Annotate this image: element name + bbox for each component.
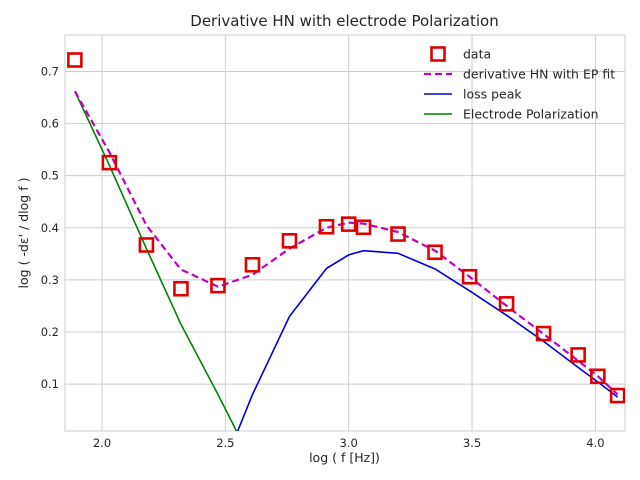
electrode-polarization-line xyxy=(74,90,238,431)
tick-labels: 2.0 2.5 3.0 3.5 4.0 0.1 0.2 0.3 0.4 0.5 0.6 0.7 xyxy=(41,64,605,450)
y-tick-label: 0.4 xyxy=(41,221,59,235)
chart-title: Derivative HN with electrode Polarizatio… xyxy=(190,12,498,30)
loss-peak-line xyxy=(236,249,619,431)
derivative-hn-with-ep-fit-line xyxy=(73,90,619,396)
data-point xyxy=(67,52,83,68)
data-point xyxy=(609,387,625,404)
data-point xyxy=(355,219,372,236)
data-point xyxy=(318,218,335,235)
y-axis-label: log ( -dε' / dlog f ) xyxy=(16,178,31,289)
y-tick-label: 0.5 xyxy=(41,169,59,183)
legend-label-data: data xyxy=(463,47,491,62)
legend-label-loss-peak: loss peak xyxy=(463,87,522,102)
legend: data derivative HN with EP fit loss peak El… xyxy=(424,46,615,122)
y-tick-label: 0.7 xyxy=(41,64,59,78)
x-tick-label: 3.5 xyxy=(463,436,481,450)
data-point xyxy=(210,277,226,294)
series-group xyxy=(67,52,625,431)
data-point xyxy=(244,256,261,273)
x-tick-label: 2.5 xyxy=(216,436,234,450)
y-tick-label: 0.3 xyxy=(41,273,59,287)
y-tick-label: 0.6 xyxy=(41,117,59,131)
data-point xyxy=(498,296,515,312)
data-point xyxy=(535,325,552,342)
x-tick-label: 3.0 xyxy=(340,436,358,450)
legend-label-derivative-hn-with-ep-fit: derivative HN with EP fit xyxy=(463,67,615,82)
data-point xyxy=(340,216,357,232)
legend-marker-data xyxy=(430,46,446,62)
data-point xyxy=(101,154,118,171)
grid xyxy=(65,35,625,431)
data-point xyxy=(390,226,406,242)
data-point xyxy=(138,237,155,253)
y-tick-label: 0.1 xyxy=(41,377,59,391)
x-tick-label: 2.0 xyxy=(93,436,111,450)
data-point xyxy=(427,244,443,261)
x-tick-label: 4.0 xyxy=(586,436,604,450)
data-point xyxy=(173,280,189,297)
data-point xyxy=(281,233,298,249)
data-point xyxy=(461,268,478,285)
legend-label-electrode-polarization: Electrode Polarization xyxy=(463,107,599,122)
data-point xyxy=(590,368,606,385)
data-point xyxy=(570,347,586,363)
x-axis-label: log ( f [Hz]) xyxy=(309,450,380,465)
plot-area xyxy=(64,34,626,432)
y-tick-label: 0.2 xyxy=(41,325,59,339)
